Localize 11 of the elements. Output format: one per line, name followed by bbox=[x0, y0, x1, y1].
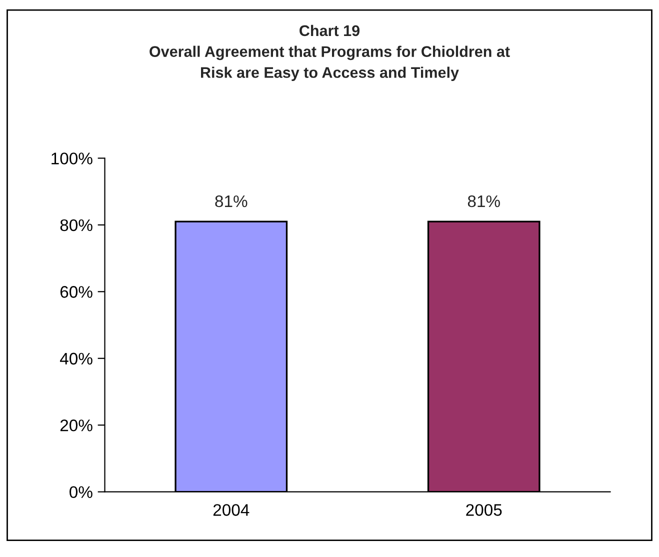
x-tick-label: 2005 bbox=[466, 504, 502, 516]
y-tick-label: 0% bbox=[70, 486, 92, 498]
data-label: 81% bbox=[215, 195, 248, 208]
y-tick-label: 100% bbox=[52, 152, 92, 164]
y-tick-label: 80% bbox=[60, 219, 92, 232]
x-tick-label: 2004 bbox=[213, 504, 250, 516]
y-tick-label: 20% bbox=[60, 420, 92, 432]
chart-title: Chart 19 Overall Agreement that Programs for Chioldren at Risk are Easy to Access and Timely bbox=[150, 24, 510, 81]
y-tick-label: 60% bbox=[60, 286, 92, 298]
data-label: 81% bbox=[468, 195, 500, 208]
y-tick-label: 40% bbox=[60, 352, 92, 365]
